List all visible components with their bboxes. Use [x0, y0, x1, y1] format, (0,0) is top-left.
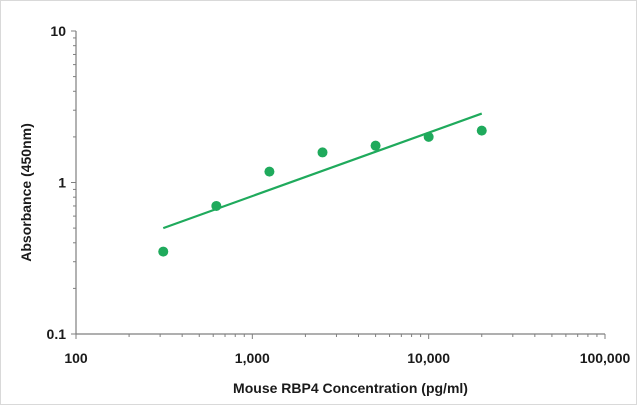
- data-point: [423, 131, 434, 142]
- data-point: [476, 125, 487, 136]
- axes: [75, 31, 605, 335]
- x-tick-label: 1,000: [235, 350, 270, 366]
- data-point: [211, 200, 222, 211]
- x-tick-label: 10,000: [407, 350, 450, 366]
- data-point: [158, 246, 169, 257]
- y-tick-label: 1: [58, 175, 66, 191]
- tick-marks: [71, 30, 606, 339]
- data-points: [158, 125, 487, 257]
- x-tick-label: 100,000: [580, 350, 631, 366]
- x-tick-labels: 100 1,000 10,000 100,000: [64, 350, 630, 366]
- y-tick-label: 0.1: [47, 326, 67, 342]
- data-point: [264, 166, 275, 177]
- data-point: [370, 140, 381, 151]
- y-tick-labels: 0.1 1 10: [47, 23, 67, 342]
- x-axis-title: Mouse RBP4 Concentration (pg/ml): [233, 380, 468, 396]
- data-point: [317, 147, 328, 158]
- x-tick-label: 100: [64, 350, 88, 366]
- trendline-layer: [162, 112, 483, 230]
- trendline: [162, 112, 483, 230]
- y-axis-title: Absorbance (450nm): [18, 123, 34, 261]
- y-tick-label: 10: [50, 23, 66, 39]
